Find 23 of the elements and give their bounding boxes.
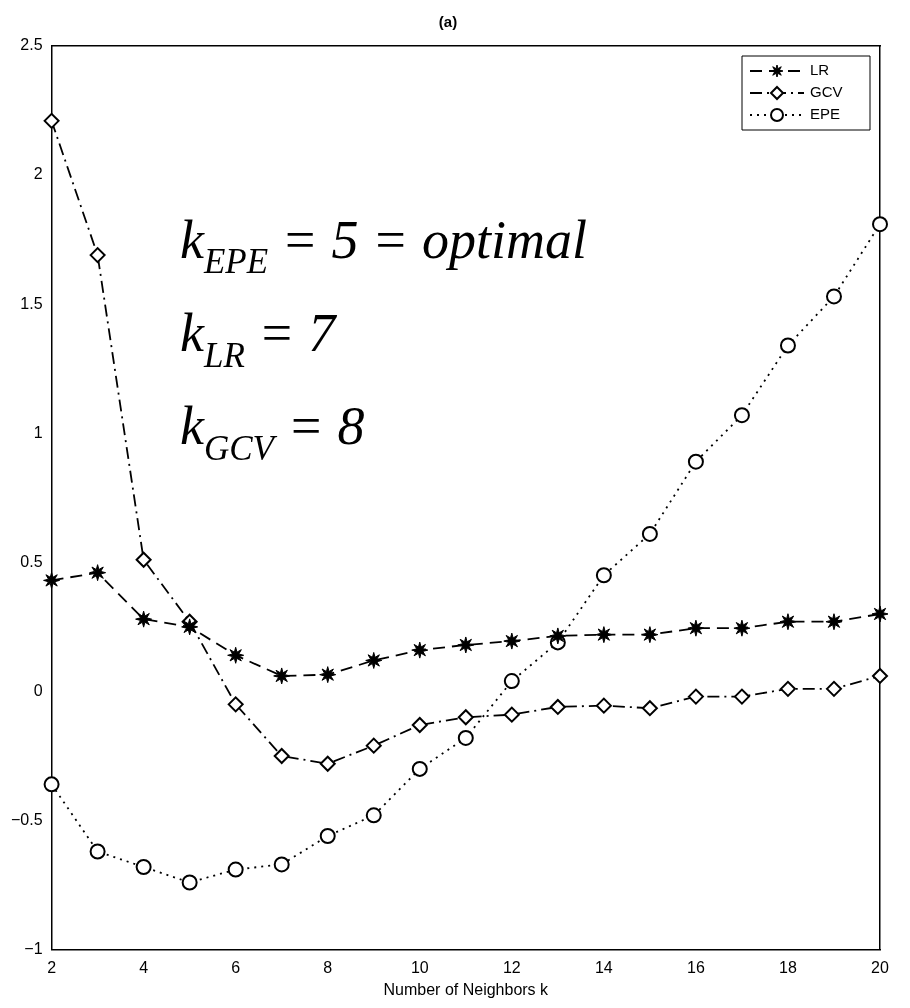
y-tick-label: 1.5 xyxy=(20,294,43,312)
y-tick-label: 1 xyxy=(33,423,43,441)
x-tick-label: 20 xyxy=(871,958,889,976)
x-tick-label: 14 xyxy=(594,958,613,976)
y-tick-label: −0.5 xyxy=(10,810,43,828)
y-tick-label: 0.5 xyxy=(20,552,43,570)
legend-label: LR xyxy=(810,61,830,79)
x-tick-label: 8 xyxy=(323,958,333,976)
x-tick-label: 6 xyxy=(231,958,241,976)
y-tick-label: 2.5 xyxy=(20,36,43,54)
y-tick-label: 0 xyxy=(33,681,43,699)
x-axis-title: Number of Neighbors k xyxy=(383,980,550,998)
x-tick-label: 4 xyxy=(139,958,149,976)
legend-label: GCV xyxy=(810,83,843,101)
x-tick-label: 2 xyxy=(47,958,57,976)
chart-title: (a) xyxy=(438,13,458,31)
y-tick-label: −1 xyxy=(24,940,43,958)
x-tick-label: 18 xyxy=(779,958,797,976)
x-tick-label: 12 xyxy=(502,958,521,976)
y-tick-label: 2 xyxy=(33,165,43,183)
x-tick-label: 16 xyxy=(687,958,705,976)
legend-label: EPE xyxy=(810,105,841,123)
x-tick-label: 10 xyxy=(410,958,429,976)
